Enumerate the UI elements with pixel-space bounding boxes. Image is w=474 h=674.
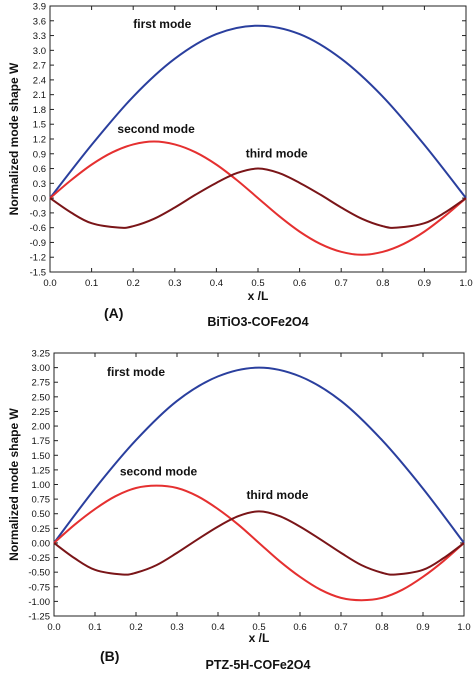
annotation-first-mode: first mode [107,365,165,379]
y-tick-label: 0.50 [32,509,51,520]
annotation-third-mode: third mode [246,488,308,502]
x-tick-label: 1.0 [459,278,472,289]
y-tick-label: 0.6 [33,164,46,175]
y-tick-label: -0.50 [28,568,50,579]
y-tick-label: -0.75 [28,582,50,593]
y-tick-label: 2.25 [32,407,51,418]
x-tick-label: 0.8 [376,278,389,289]
panel-label: (A) [104,305,123,321]
x-tick-label: 0.0 [47,622,60,633]
x-tick-label: 0.7 [335,278,348,289]
series-line-second-mode [49,140,467,256]
y-tick-label: 0.0 [33,194,46,205]
y-tick-label: 1.5 [33,120,46,131]
y-axis-title: Normalized mode shape W [7,407,21,560]
y-tick-label: 3.6 [33,16,46,27]
x-tick-label: 0.4 [211,622,224,633]
annotation-second-mode: second mode [120,465,198,479]
material-label: BiTiO3-COFe2O4 [207,315,308,329]
series-line-first-mode [53,366,465,544]
series-line-second-mode [53,484,465,602]
y-tick-label: 1.75 [32,436,51,447]
chart-panel-b: 0.0 0.1 0.2 0.3 0.4 0.5 0.6 0.7 0.8 0.9 1.0 3.25 3.0… [7,349,471,673]
x-tick-label: 0.1 [85,278,98,289]
y-tick-label: 1.50 [32,451,51,462]
y-tick-label: -1.5 [30,268,46,279]
y-tick-label: 2.75 [32,378,51,389]
y-tick-label: 0.3 [33,179,46,190]
y-tick-label: 1.25 [32,465,51,476]
x-tick-label: 0.4 [210,278,223,289]
y-tick-label: 0.00 [32,538,51,549]
plot-frame [49,5,467,273]
y-tick-label: -1.00 [28,597,50,608]
annotation-first-mode: first mode [133,17,191,31]
y-tick-label: -0.9 [30,238,46,249]
y-tick-label: -0.6 [30,223,46,234]
y-tick-label: 1.00 [32,480,51,491]
y-tick-label: 3.9 [33,2,46,13]
x-axis-title: x /L [248,289,269,303]
x-tick-label: 0.2 [127,278,140,289]
x-tick-label: 0.8 [375,622,388,633]
x-tick-label: 0.2 [129,622,142,633]
y-tick-label: 0.75 [32,495,51,506]
x-tick-label: 0.9 [418,278,431,289]
x-tick-label: 0.9 [416,622,429,633]
x-tick-label: 0.5 [252,622,265,633]
y-tick-label: 3.25 [32,349,51,360]
y-axis-title: Normalized mode shape W [7,62,21,215]
x-tick-label: 0.6 [293,622,306,633]
x-tick-label: 0.0 [43,278,56,289]
series-line-first-mode [49,24,467,199]
y-tick-label: -0.25 [28,553,50,564]
y-tick-label: -1.2 [30,253,46,264]
y-tick-label: 0.25 [32,524,51,535]
y-tick-label: 2.00 [32,422,51,433]
panel-label: (B) [100,648,119,664]
x-tick-label: 1.0 [457,622,470,633]
material-label: PTZ-5H-COFe2O4 [206,658,311,672]
y-tick-label: 3.00 [32,363,51,374]
y-tick-label: 0.9 [33,149,46,160]
annotation-second-mode: second mode [117,122,195,136]
y-tick-label: 2.4 [33,75,46,86]
y-tick-label: -1.25 [28,612,50,623]
x-tick-label: 0.1 [88,622,101,633]
x-tick-label: 0.7 [334,622,347,633]
y-tick-label: 3.3 [33,31,46,42]
y-tick-label: -0.3 [30,208,46,219]
annotation-third-mode: third mode [246,147,308,161]
series-line-third-mode [53,510,465,576]
x-tick-label: 0.5 [251,278,264,289]
x-axis-title: x /L [249,631,270,645]
x-tick-label: 0.3 [170,622,183,633]
y-tick-label: 1.8 [33,105,46,116]
x-tick-label: 0.3 [168,278,181,289]
y-tick-label: 2.7 [33,61,46,72]
y-tick-label: 2.50 [32,392,51,403]
y-tick-label: 2.1 [33,90,46,101]
y-tick-label: 1.2 [33,135,46,146]
chart-panel-a: 0.0 0.1 0.2 0.3 0.4 0.5 0.6 0.7 0.8 0.9 1.0 3.9 3.6 3… [7,2,473,330]
plot-frame [53,352,465,617]
x-tick-label: 0.6 [293,278,306,289]
series-line-third-mode [49,167,467,229]
y-tick-label: 3.0 [33,46,46,57]
